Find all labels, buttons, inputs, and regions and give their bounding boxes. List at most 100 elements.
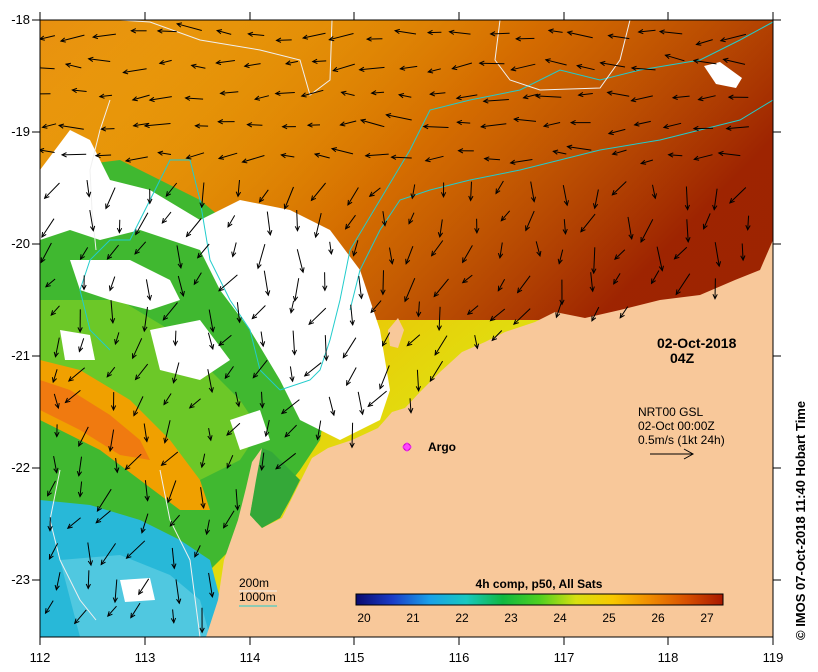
current-arrow-head	[94, 152, 101, 159]
current-arrow-head	[227, 221, 233, 228]
current-arrow	[747, 215, 750, 230]
current-arrow-head	[410, 193, 416, 200]
current-arrow-head	[194, 123, 201, 129]
current-arrow-head	[184, 95, 191, 101]
current-arrow-head	[315, 434, 321, 441]
current-arrow-head	[349, 320, 355, 327]
current-arrow-head	[280, 408, 287, 415]
current-arrow-head	[53, 467, 59, 474]
current-arrow-head	[59, 37, 66, 43]
current-arrow	[462, 245, 473, 263]
colorbar	[355, 593, 724, 606]
current-arrow	[301, 89, 324, 97]
current-arrow	[275, 452, 297, 470]
current-arrow	[357, 391, 364, 415]
current-arrow	[331, 148, 354, 155]
current-arrow-head	[234, 504, 240, 511]
current-arrow-head	[217, 119, 224, 125]
current-arrow	[55, 572, 61, 590]
current-arrow	[315, 212, 322, 238]
current-arrow-head	[702, 223, 708, 230]
current-arrow	[434, 335, 448, 356]
current-arrow	[88, 58, 111, 62]
current-arrow	[208, 309, 214, 332]
current-arrow	[80, 247, 89, 260]
current-arrow	[382, 332, 391, 347]
land-mainland	[206, 240, 773, 637]
current-arrow-head	[426, 29, 433, 36]
current-arrow-head	[552, 149, 559, 155]
current-arrow	[158, 152, 172, 155]
current-arrow-head	[77, 491, 84, 498]
current-arrow	[365, 153, 389, 157]
current-arrow	[53, 393, 59, 409]
current-arrow	[686, 219, 689, 242]
current-arrow	[619, 306, 629, 319]
current-arrow	[189, 398, 201, 409]
current-arrow	[55, 337, 60, 357]
current-arrow	[149, 96, 172, 101]
current-arrow-head	[722, 57, 729, 63]
current-arrow-head	[639, 159, 647, 165]
current-arrow-head	[468, 195, 474, 202]
contour-200m	[49, 20, 631, 637]
current-arrow	[578, 93, 593, 96]
current-arrow	[115, 458, 118, 473]
current-arrow-head	[495, 188, 501, 195]
current-arrow-head	[177, 262, 183, 270]
current-arrow-head	[185, 231, 192, 238]
current-arrow-head	[100, 559, 106, 566]
current-arrow-head	[108, 285, 114, 292]
current-arrow	[614, 249, 626, 260]
current-arrow-head	[314, 232, 320, 239]
current-arrow-head	[256, 263, 262, 270]
current-arrow	[382, 270, 384, 295]
current-arrow-head	[422, 124, 429, 130]
current-arrow-head	[483, 156, 490, 162]
current-arrow-head	[580, 226, 586, 233]
cbar-tick-25: 25	[602, 611, 616, 625]
x-tick-113: 113	[135, 650, 156, 665]
current-arrow-head	[40, 35, 45, 41]
current-arrow	[452, 62, 473, 70]
current-arrow	[208, 428, 212, 441]
current-arrow	[237, 179, 240, 197]
current-arrow-head	[45, 282, 51, 288]
y-tick-18: -18	[11, 12, 30, 27]
colorbar-title: 4h comp, p50, All Sats	[476, 577, 603, 591]
current-arrow-head	[89, 225, 96, 232]
current-arrow	[631, 67, 656, 71]
current-arrow-head	[284, 60, 292, 66]
current-arrow-head	[370, 307, 376, 314]
current-arrow	[379, 365, 390, 389]
current-arrow-head	[606, 90, 613, 96]
current-arrow-head	[188, 403, 195, 409]
cbar-tick-24: 24	[553, 611, 567, 625]
current-arrow	[627, 216, 633, 239]
current-arrow-head	[536, 250, 542, 258]
current-arrow-head	[264, 430, 270, 438]
current-arrow-head	[157, 150, 164, 156]
current-arrow	[74, 609, 87, 624]
current-arrow	[438, 306, 441, 331]
current-arrow-head	[310, 195, 317, 202]
current-arrow	[218, 152, 238, 159]
current-arrow	[52, 369, 58, 383]
current-arrow	[693, 60, 717, 65]
current-arrow-head	[566, 144, 573, 150]
current-arrow-head	[675, 289, 681, 296]
current-arrow-head	[522, 94, 529, 100]
current-arrow-head	[162, 314, 169, 321]
current-arrow-head	[381, 220, 387, 227]
current-arrow-head	[85, 583, 91, 590]
current-arrow-head	[76, 470, 83, 477]
current-arrow	[235, 391, 240, 407]
current-arrow	[548, 29, 563, 33]
current-arrow-head	[397, 93, 405, 99]
current-arrow	[345, 214, 356, 230]
current-arrow	[409, 398, 412, 413]
current-arrow-head	[146, 294, 152, 302]
current-arrow-head	[289, 376, 295, 383]
current-arrow-head	[534, 93, 541, 99]
current-arrow	[406, 334, 421, 346]
